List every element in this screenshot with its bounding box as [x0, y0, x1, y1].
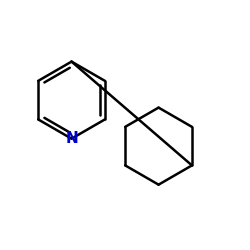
Text: N: N — [65, 131, 78, 146]
